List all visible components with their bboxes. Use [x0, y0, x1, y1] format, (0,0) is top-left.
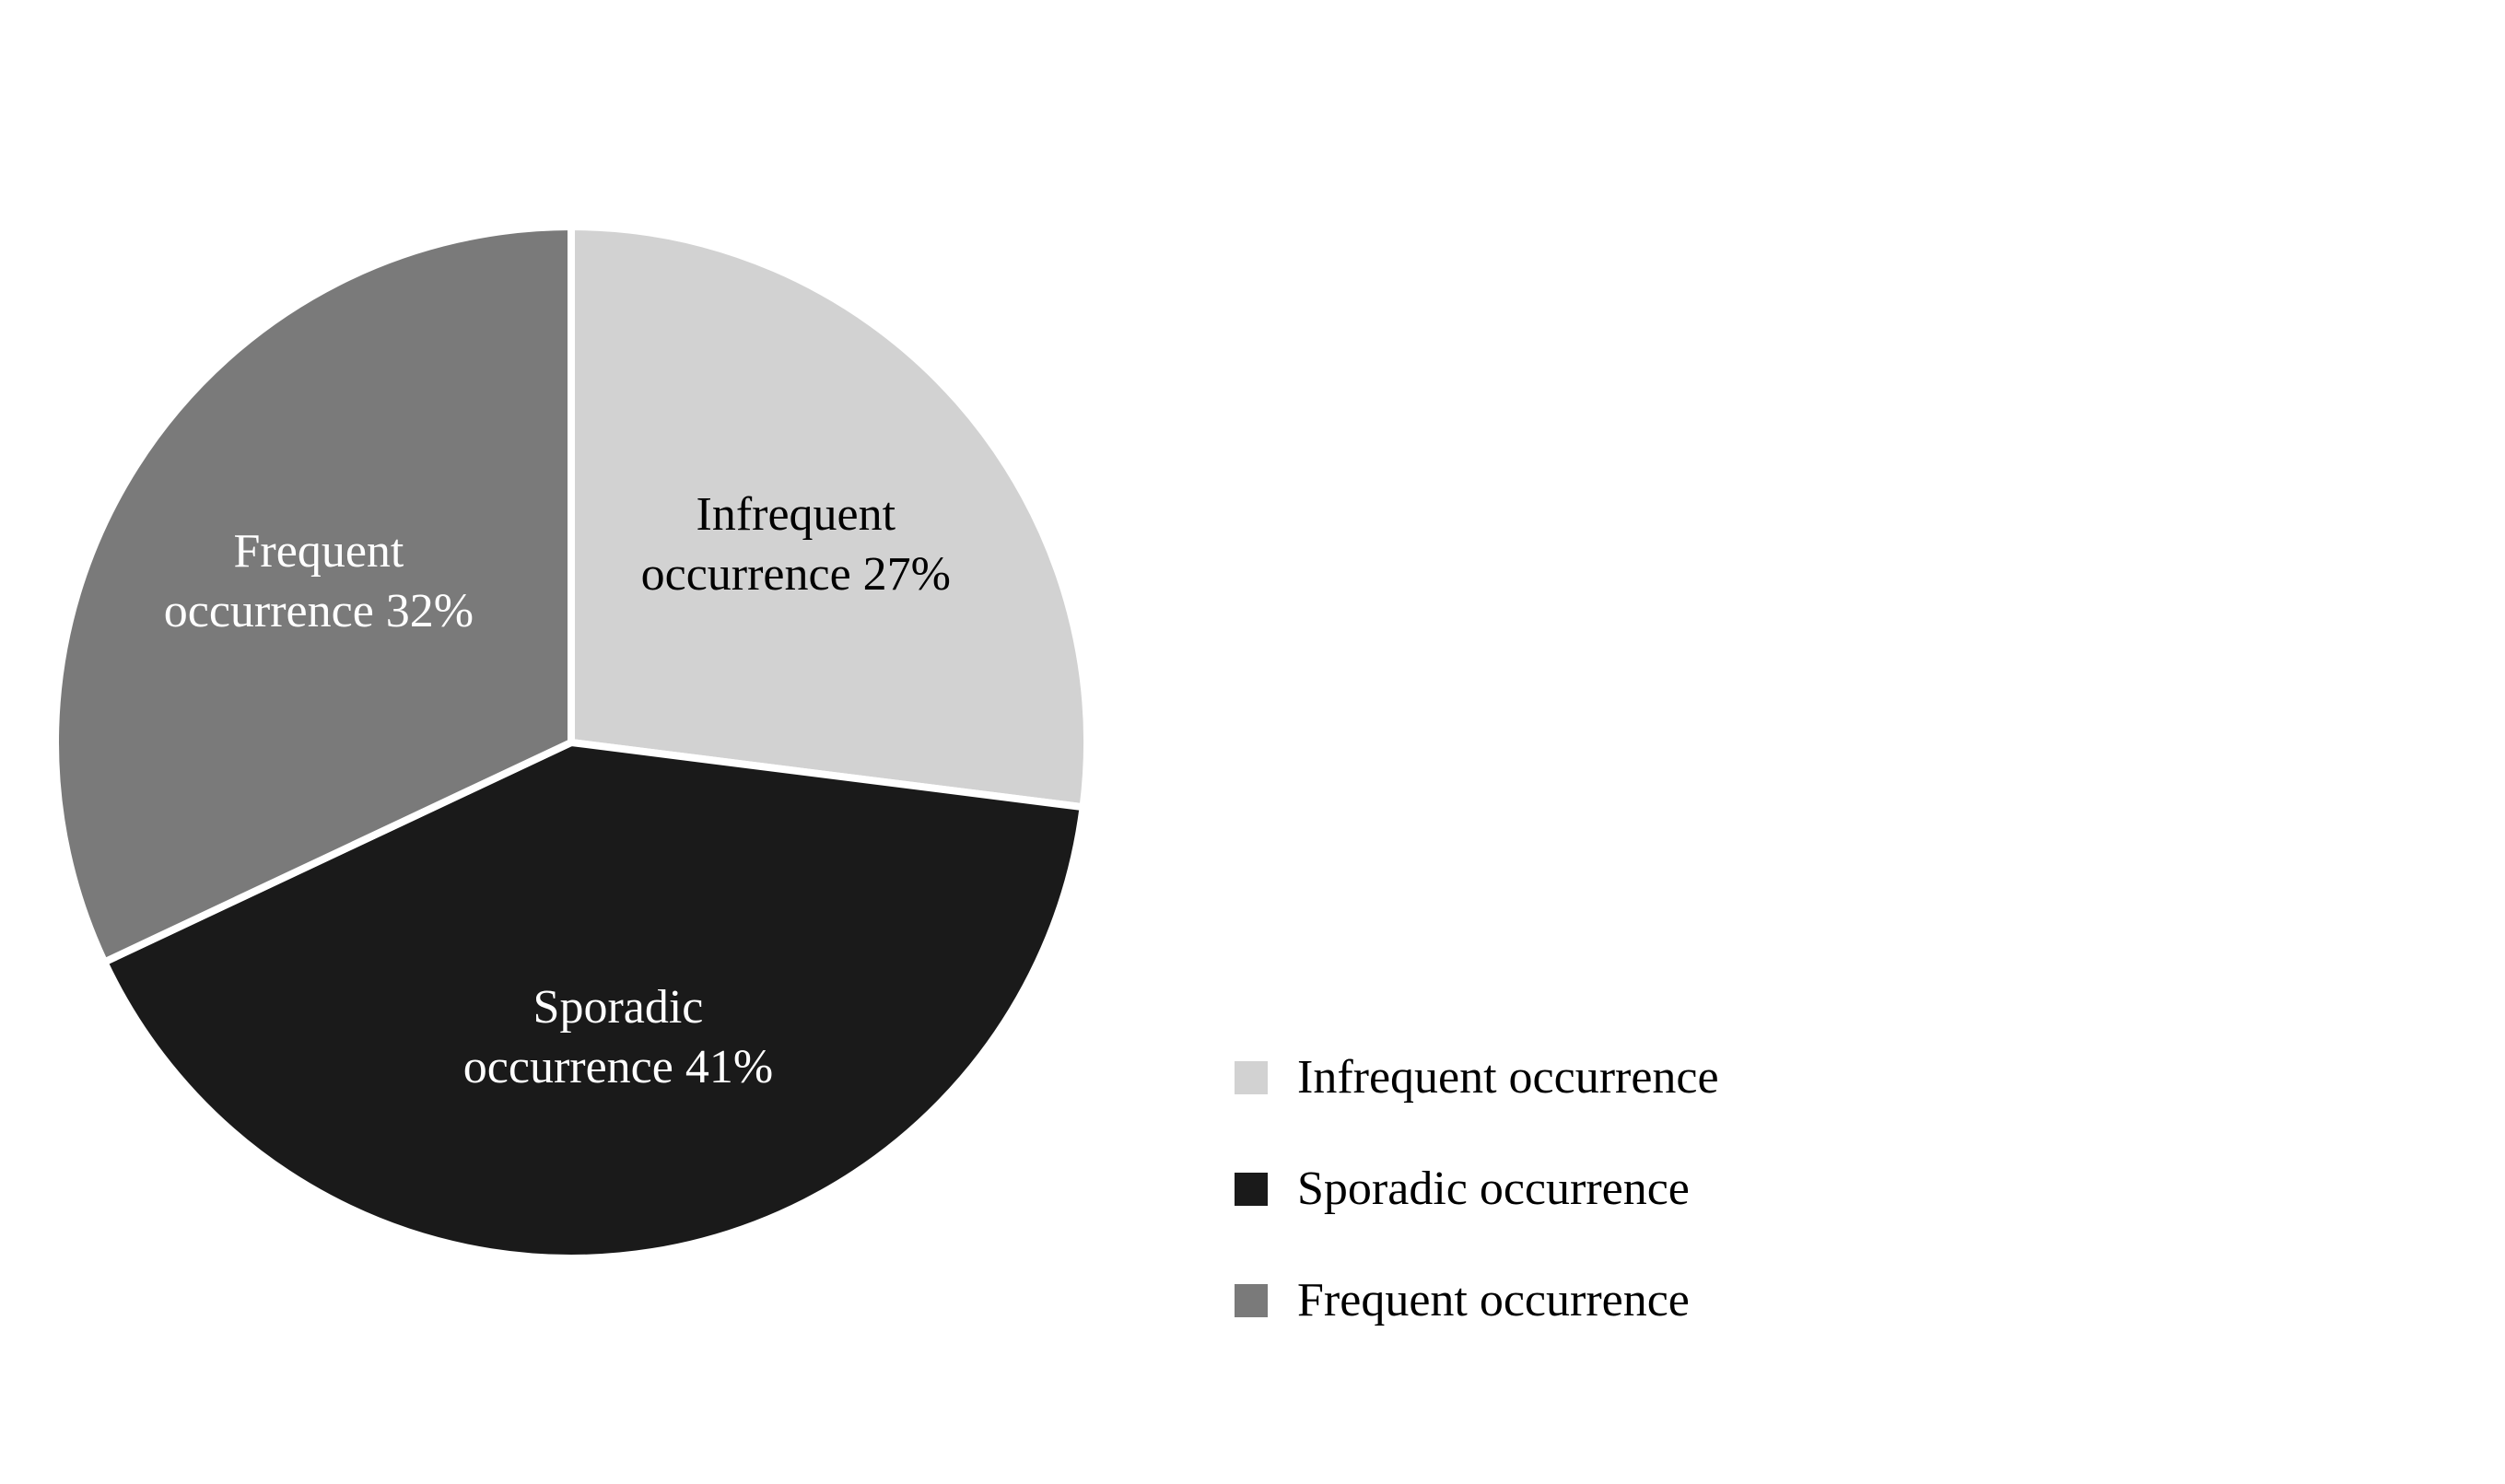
- legend-item: Frequent occurrence: [1235, 1273, 1719, 1327]
- pie-svg: [55, 227, 1087, 1258]
- legend: Infrequent occurrence Sporadic occurrence…: [1235, 1050, 1719, 1327]
- pie-chart: Infrequentoccurrence 27%Sporadicoccurren…: [55, 227, 1087, 1258]
- legend-swatch: [1235, 1173, 1268, 1206]
- legend-item: Sporadic occurrence: [1235, 1162, 1719, 1216]
- legend-swatch: [1235, 1061, 1268, 1094]
- chart-container: Infrequentoccurrence 27%Sporadicoccurren…: [0, 0, 2505, 1484]
- legend-label: Frequent occurrence: [1297, 1273, 1690, 1327]
- legend-label: Sporadic occurrence: [1297, 1162, 1690, 1216]
- legend-swatch: [1235, 1284, 1268, 1317]
- legend-label: Infrequent occurrence: [1297, 1050, 1719, 1104]
- pie-slice-infrequent: [571, 227, 1087, 807]
- legend-item: Infrequent occurrence: [1235, 1050, 1719, 1104]
